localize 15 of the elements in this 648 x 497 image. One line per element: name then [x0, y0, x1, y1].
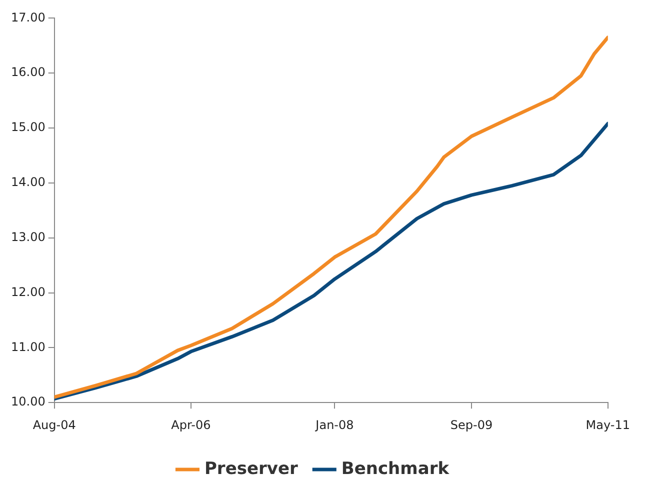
y-tick-label: 17.00 [10, 10, 46, 24]
x-tick-label: Jan-08 [314, 418, 354, 432]
y-tick-label: 15.00 [10, 120, 46, 134]
legend-label: Preserver [204, 458, 298, 479]
legend-label: Benchmark [341, 458, 450, 479]
x-tick-label: Sep-09 [450, 418, 493, 432]
x-tick-label: Aug-04 [32, 418, 76, 432]
x-tick-label: Apr-06 [171, 418, 211, 432]
y-tick-label: 11.00 [10, 340, 46, 354]
y-tick-label: 13.00 [10, 230, 46, 244]
x-tick-label: May-11 [586, 418, 630, 432]
y-tick-label: 14.00 [10, 175, 46, 190]
y-tick-label: 12.00 [10, 284, 46, 299]
y-tick-label: 10.00 [10, 394, 46, 409]
y-tick-label: 16.00 [10, 65, 46, 80]
